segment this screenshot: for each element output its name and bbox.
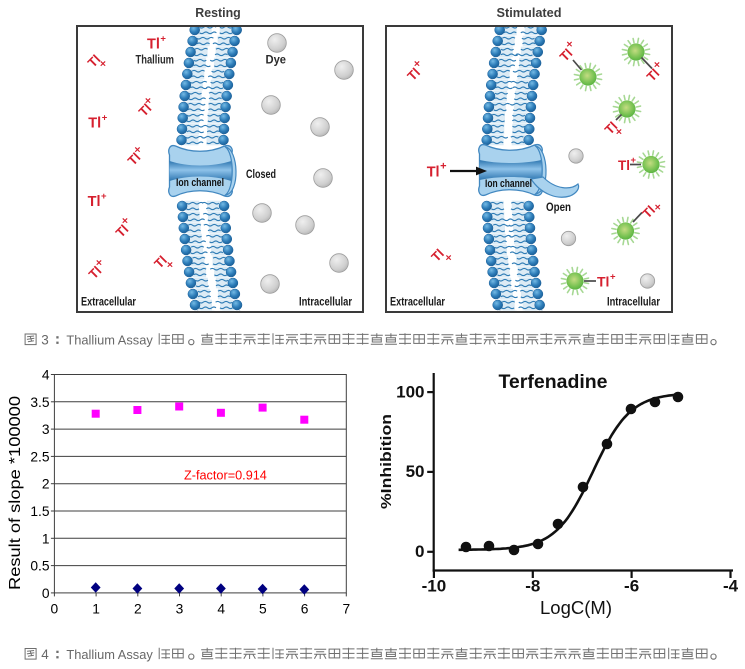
svg-text:×: × [100, 58, 106, 70]
svg-text:5: 5 [259, 602, 267, 617]
svg-text:Stimulated: Stimulated [497, 6, 562, 20]
svg-text:4: 4 [217, 602, 225, 617]
svg-text:-10: -10 [422, 577, 447, 596]
svg-text:×: × [134, 144, 140, 156]
svg-text:LogC(M): LogC(M) [540, 597, 612, 618]
svg-text:1: 1 [92, 602, 100, 617]
svg-text:Intracellular: Intracellular [607, 297, 660, 309]
svg-text:2: 2 [134, 602, 142, 617]
svg-text:×: × [446, 252, 452, 264]
svg-text:Dye: Dye [266, 55, 287, 67]
svg-text:6: 6 [301, 602, 309, 617]
svg-text:Closed: Closed [246, 167, 276, 181]
svg-text:×: × [145, 95, 151, 107]
svg-text:Result of slope *100000: Result of slope *100000 [7, 396, 24, 590]
svg-text:×: × [167, 259, 173, 271]
svg-text:×: × [654, 59, 660, 71]
svg-text:-4: -4 [723, 577, 739, 596]
svg-text:50: 50 [406, 462, 425, 481]
svg-text:3: 3 [42, 422, 50, 437]
svg-text:×: × [616, 126, 622, 138]
svg-text:Thallium Assay: Thallium Assay [66, 333, 153, 348]
svg-text:Z-factor=0.914: Z-factor=0.914 [184, 469, 267, 483]
svg-text:1: 1 [42, 531, 50, 546]
svg-text:Terfenadine: Terfenadine [498, 371, 607, 393]
svg-text:Ion channel: Ion channel [485, 178, 532, 190]
svg-text:-6: -6 [624, 577, 639, 596]
svg-text:0: 0 [42, 586, 50, 601]
svg-text:×: × [566, 39, 572, 51]
svg-text:Thallium Assay: Thallium Assay [66, 647, 153, 662]
svg-text:Open: Open [546, 200, 571, 214]
svg-text:7: 7 [342, 602, 350, 617]
svg-text:Resting: Resting [195, 6, 241, 20]
svg-text:Extracellular: Extracellular [81, 297, 136, 309]
svg-text:0: 0 [415, 542, 424, 561]
svg-text:×: × [414, 58, 420, 70]
svg-text:×: × [655, 201, 661, 213]
svg-text:3: 3 [176, 602, 184, 617]
svg-text:4: 4 [41, 647, 49, 662]
svg-text:0.5: 0.5 [30, 559, 50, 574]
svg-text:×: × [96, 257, 102, 269]
svg-text:Ion channel: Ion channel [176, 177, 224, 189]
svg-text:2: 2 [42, 477, 50, 492]
svg-text:0: 0 [51, 602, 59, 617]
svg-text:4: 4 [42, 368, 50, 383]
svg-text:3.5: 3.5 [30, 395, 50, 410]
svg-text:100: 100 [396, 382, 424, 401]
svg-text:Extracellular: Extracellular [390, 297, 445, 309]
svg-text:1.5: 1.5 [30, 504, 50, 519]
svg-text:%Inhibition: %Inhibition [379, 414, 395, 509]
svg-text:Intracellular: Intracellular [299, 297, 352, 309]
svg-text:×: × [122, 215, 128, 227]
svg-text:2.5: 2.5 [30, 449, 50, 464]
svg-text:3: 3 [41, 333, 49, 348]
svg-text:Thallium: Thallium [136, 55, 175, 67]
svg-text:-8: -8 [525, 577, 540, 596]
